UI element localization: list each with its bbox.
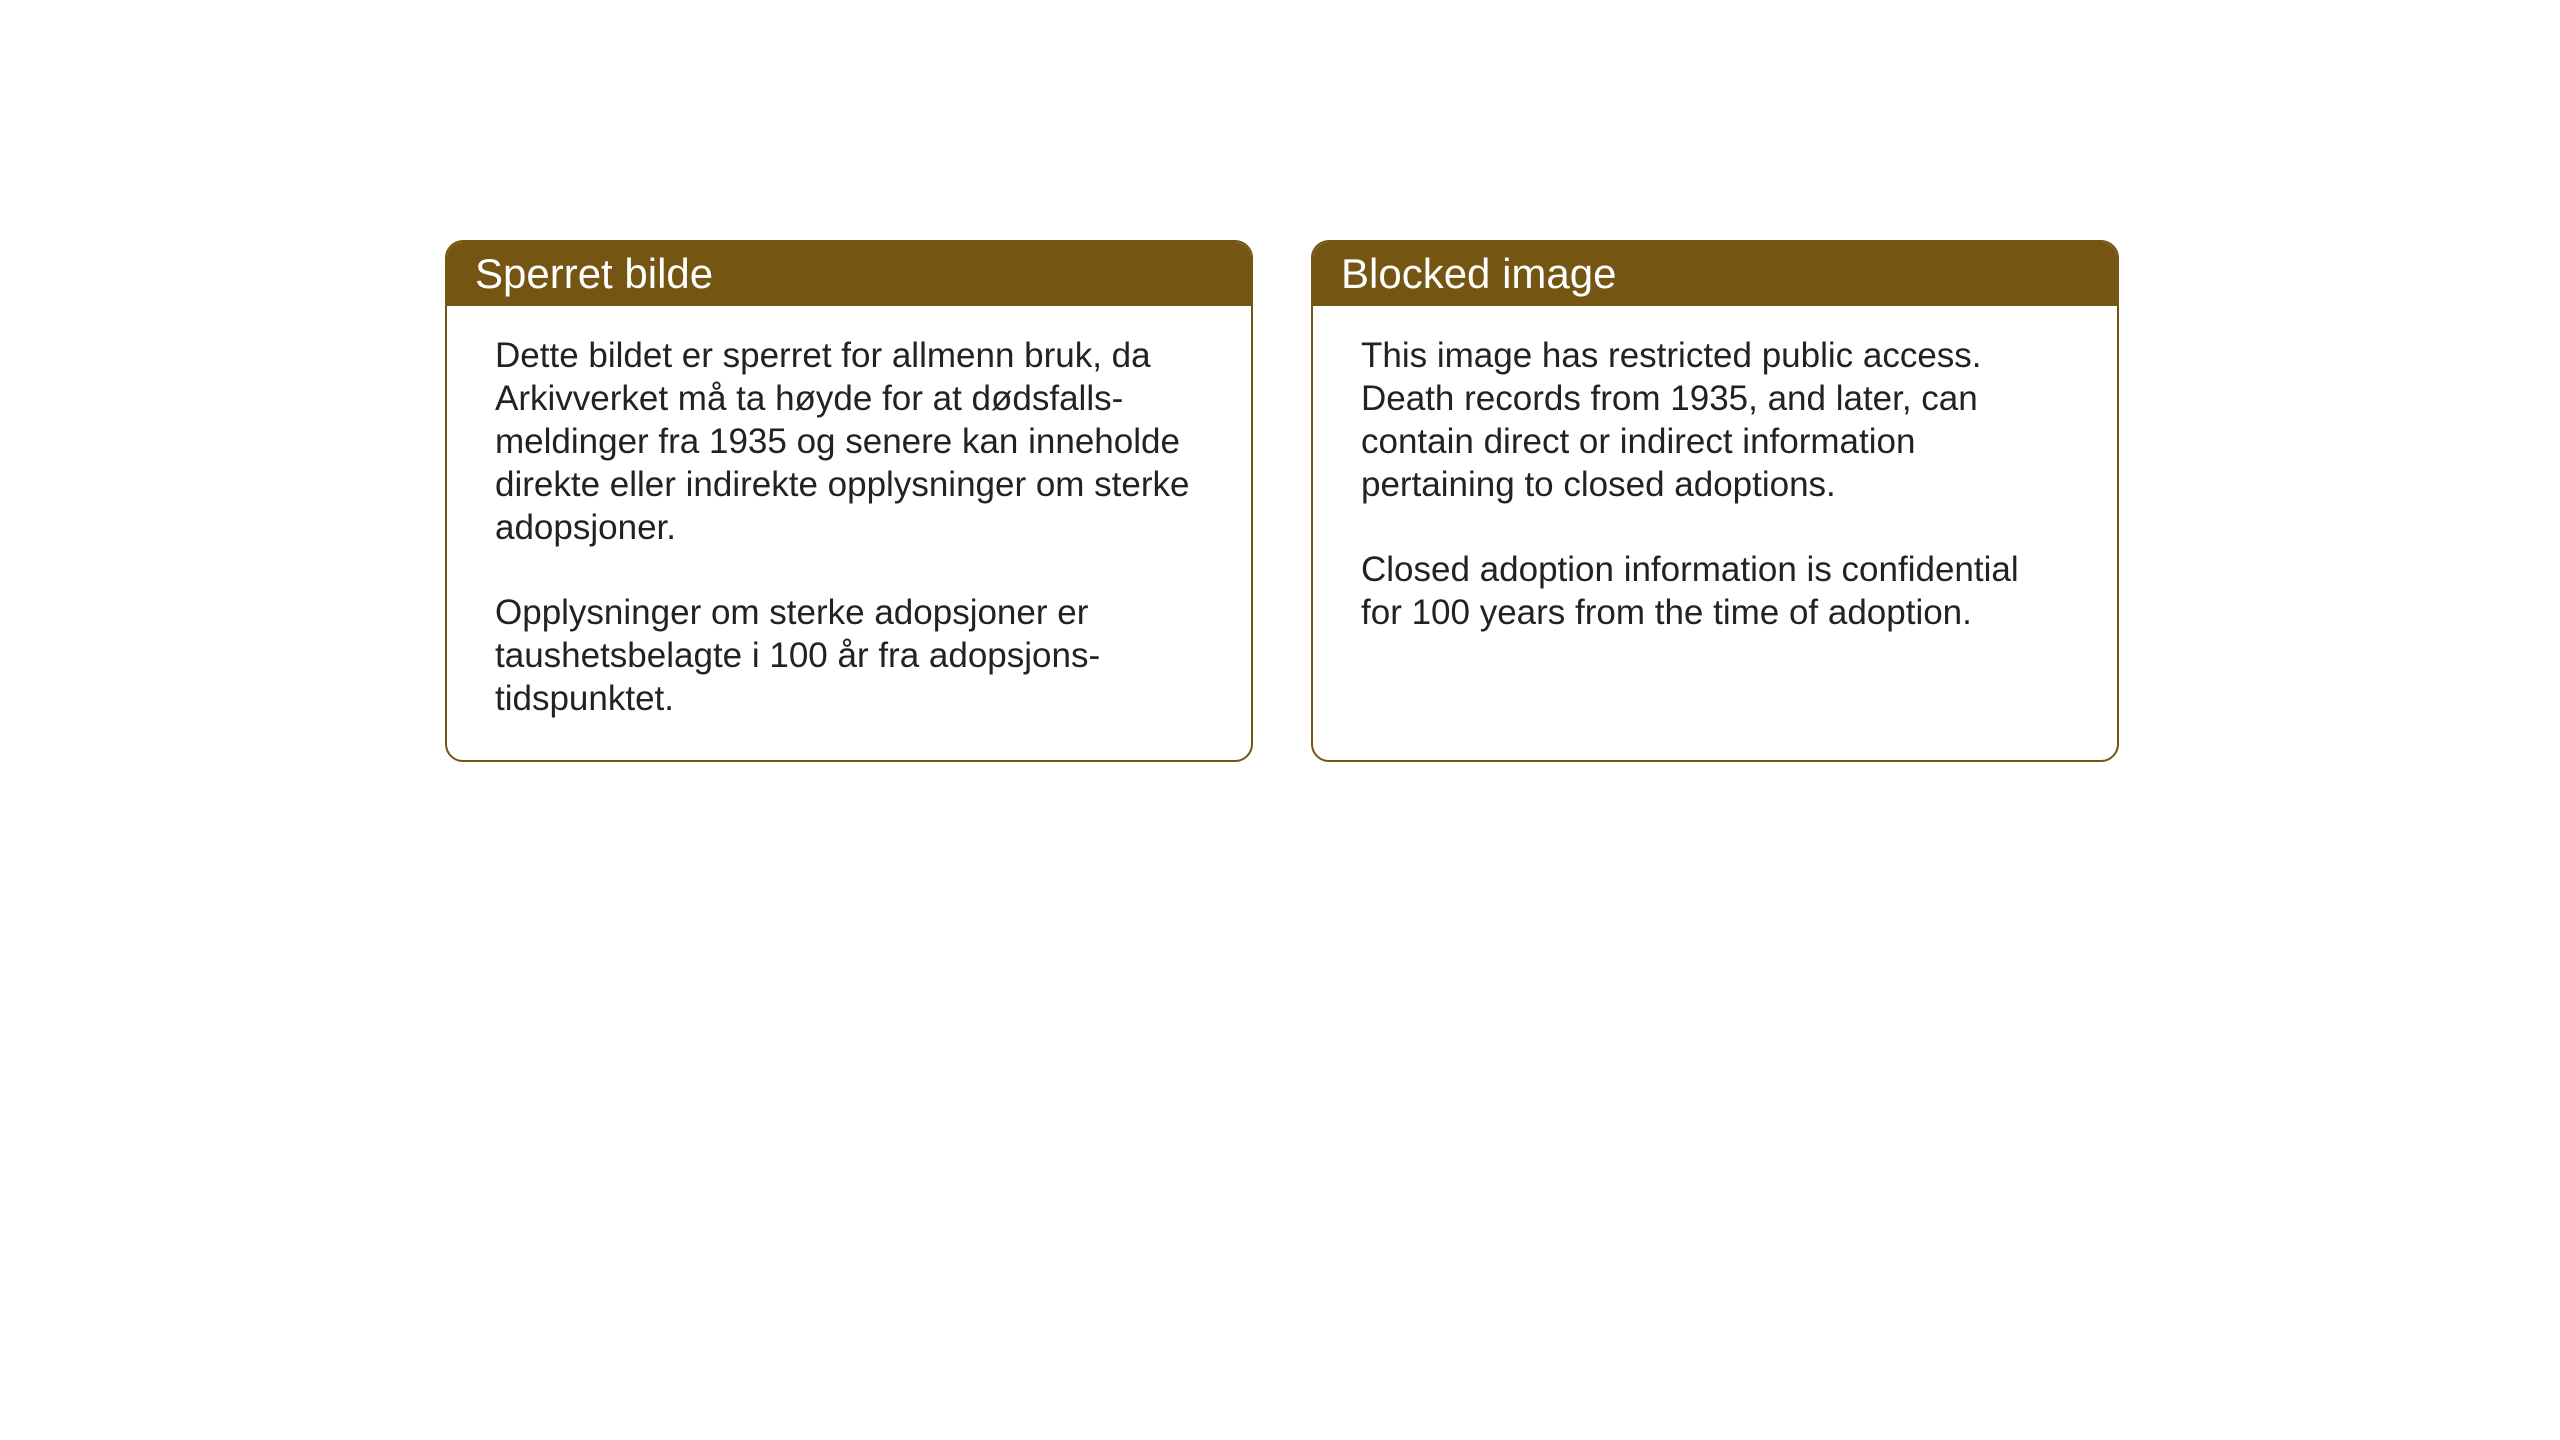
notice-card-english: Blocked image This image has restricted … — [1311, 240, 2119, 762]
notice-container: Sperret bilde Dette bildet er sperret fo… — [445, 240, 2119, 762]
card-paragraph-2-norwegian: Opplysninger om sterke adopsjoner er tau… — [495, 591, 1203, 720]
card-paragraph-2-english: Closed adoption information is confident… — [1361, 548, 2069, 634]
notice-card-norwegian: Sperret bilde Dette bildet er sperret fo… — [445, 240, 1253, 762]
card-body-english: This image has restricted public access.… — [1313, 306, 2117, 674]
card-paragraph-1-norwegian: Dette bildet er sperret for allmenn bruk… — [495, 334, 1203, 549]
card-header-english: Blocked image — [1313, 242, 2117, 306]
card-title-norwegian: Sperret bilde — [475, 250, 713, 297]
card-body-norwegian: Dette bildet er sperret for allmenn bruk… — [447, 306, 1251, 760]
card-header-norwegian: Sperret bilde — [447, 242, 1251, 306]
card-paragraph-1-english: This image has restricted public access.… — [1361, 334, 2069, 506]
card-title-english: Blocked image — [1341, 250, 1616, 297]
